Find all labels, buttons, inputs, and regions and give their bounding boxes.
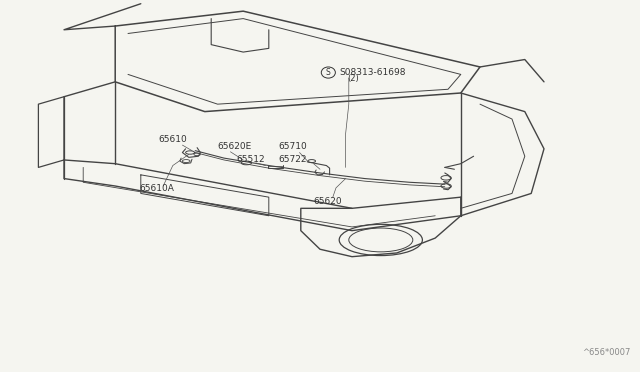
Text: ^656*0007: ^656*0007 [582, 348, 630, 357]
Text: S: S [326, 68, 331, 77]
Text: (2): (2) [348, 74, 359, 83]
Text: S08313-61698: S08313-61698 [339, 68, 406, 77]
Text: 65620E: 65620E [218, 142, 252, 151]
Text: 65710: 65710 [278, 142, 307, 151]
Text: 65722: 65722 [278, 155, 307, 164]
Text: 65620: 65620 [314, 197, 342, 206]
Text: 65610: 65610 [159, 135, 188, 144]
Text: 65610A: 65610A [140, 185, 174, 193]
Text: 65512: 65512 [237, 155, 266, 164]
